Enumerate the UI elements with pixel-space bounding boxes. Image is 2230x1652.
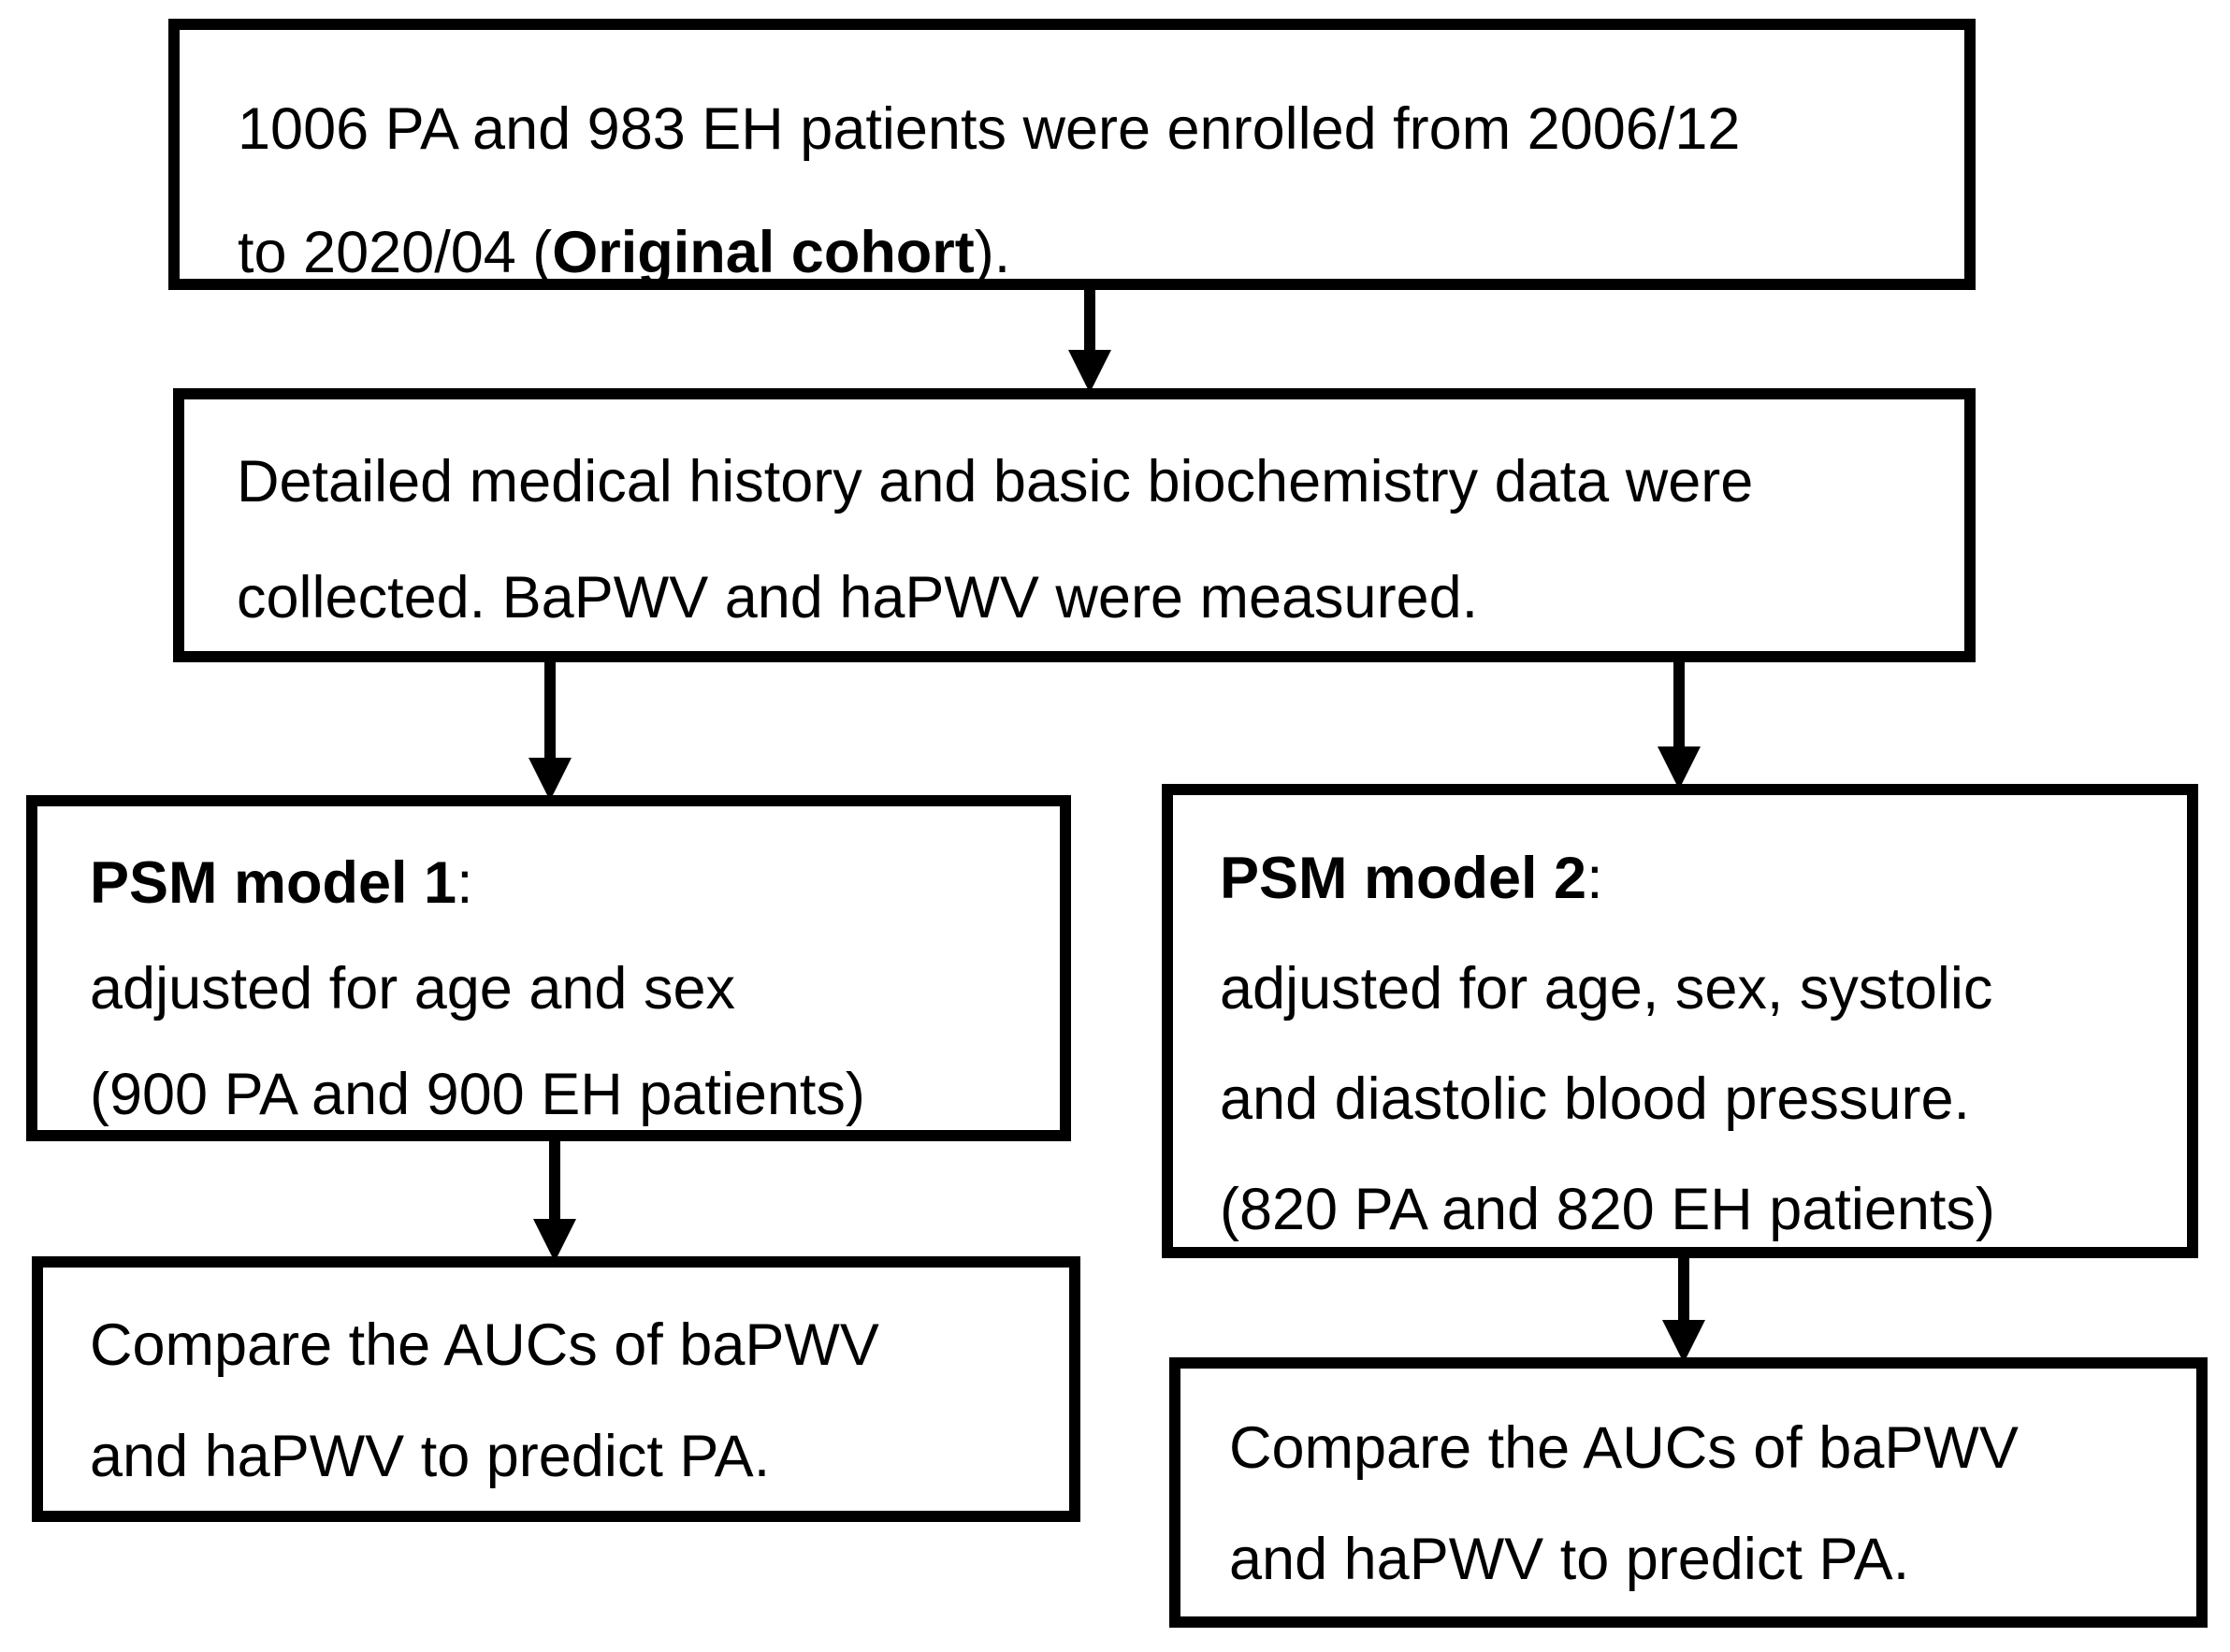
arrow-head <box>1662 1320 1705 1363</box>
arrow-head <box>533 1219 576 1262</box>
box-data-collection: Detailed medical history and basic bioch… <box>173 388 1976 662</box>
arrow-shaft <box>1673 659 1685 746</box>
text-line: (820 PA and 820 EH patients) <box>1220 1177 1995 1242</box>
text-line: Compare the AUCs of baPWV <box>90 1312 879 1378</box>
arrow-shaft <box>544 659 556 758</box>
box-compare-auc-model-2: Compare the AUCs of baPWV and haPWV to p… <box>1169 1357 2208 1628</box>
text-line: PSM model 2: <box>1220 823 2187 934</box>
arrow-shaft <box>1678 1254 1689 1320</box>
arrow-shaft <box>549 1138 560 1219</box>
down-arrow-icon <box>533 1138 576 1262</box>
text-line: adjusted for age and sex <box>90 956 735 1022</box>
box-compare-auc-model-1: Compare the AUCs of baPWV and haPWV to p… <box>32 1256 1080 1522</box>
text-line: Compare the AUCs of baPWV <box>1229 1415 2019 1481</box>
arrow-head <box>1068 350 1111 393</box>
box-psm-model-2: PSM model 2: adjusted for age, sex, syst… <box>1162 784 2198 1258</box>
arrow-head <box>529 758 572 801</box>
arrow-head <box>1658 746 1701 790</box>
text-segment-bold: PSM model 1 <box>90 850 457 916</box>
text-segment: : <box>456 850 473 916</box>
text-line: PSM model 1: <box>90 831 1060 936</box>
box-psm-model-1: PSM model 1: adjusted for age and sex (9… <box>26 795 1071 1141</box>
down-arrow-icon <box>1658 659 1701 790</box>
down-arrow-icon <box>1068 286 1111 393</box>
down-arrow-icon <box>1662 1254 1705 1363</box>
box-original-cohort: 1006 PA and 983 EH patients were enrolle… <box>168 19 1976 290</box>
text-line: and haPWV to predict PA. <box>90 1424 771 1489</box>
text-segment: ). <box>974 220 1011 285</box>
text-line: adjusted for age, sex, systolic <box>1220 956 1993 1022</box>
arrow-shaft <box>1084 286 1095 350</box>
down-arrow-icon <box>529 659 572 801</box>
text-segment: : <box>1586 846 1603 911</box>
text-segment: to 2020/04 ( <box>238 220 553 285</box>
text-line: collected. BaPWV and haPWV were measured… <box>237 565 1479 630</box>
text-segment-bold: Original cohort <box>552 220 975 285</box>
text-segment-bold: PSM model 2 <box>1220 846 1587 911</box>
text-line: and haPWV to predict PA. <box>1229 1527 1910 1592</box>
text-line: Detailed medical history and basic bioch… <box>237 449 1754 514</box>
text-line: 1006 PA and 983 EH patients were enrolle… <box>238 96 1741 162</box>
text-line: (900 PA and 900 EH patients) <box>90 1062 865 1127</box>
text-line: and diastolic blood pressure. <box>1220 1066 1970 1132</box>
text-line: to 2020/04 (Original cohort). <box>238 191 1964 314</box>
